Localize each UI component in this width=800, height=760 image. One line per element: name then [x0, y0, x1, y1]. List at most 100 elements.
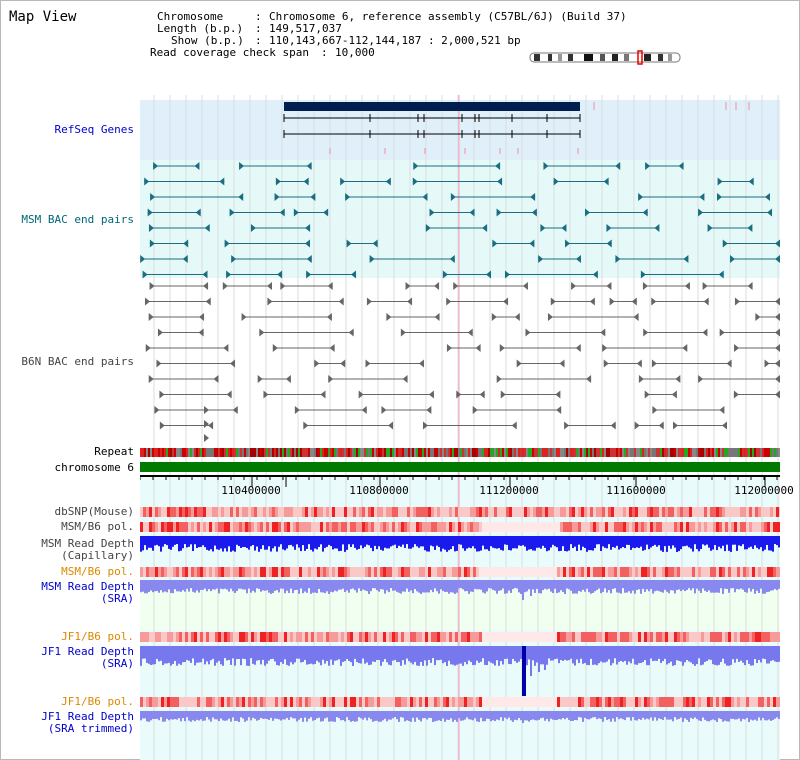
jf1-depth-sra-bar: [402, 646, 404, 661]
msm-depth-sra-bar: [446, 580, 448, 592]
msm-depth-sra-bar: [768, 580, 770, 592]
jf1-pol-trim-cell: [332, 697, 335, 707]
repeat-segment: [324, 448, 326, 457]
jf1-pol-trim-cell: [371, 697, 374, 707]
dbsnp-cell: [698, 507, 701, 517]
jf1-pol-cell: [242, 632, 245, 642]
jf1-depth-sra-bar: [686, 646, 688, 661]
msm-pol-cell: [149, 522, 152, 532]
msm-pol-cell: [395, 522, 398, 532]
jf1-depth-trim-bar: [304, 711, 306, 718]
msm-pol-sra-cell: [329, 567, 332, 577]
jf1-depth-sra-bar: [544, 646, 546, 670]
msm-pol-sra-cell: [650, 567, 653, 577]
jf1-pol-trim-cell: [185, 697, 188, 707]
msm-pol-sra-cell: [383, 567, 386, 577]
msm-depth-sra-bar: [330, 580, 332, 592]
jf1-pol-cell: [485, 632, 488, 642]
msm-depth-sra-bar: [754, 580, 756, 594]
jf1-depth-sra-bar: [326, 646, 328, 662]
jf1-depth-trim-bar: [492, 711, 494, 721]
msm-pol-sra-cell: [350, 567, 353, 577]
repeat-segment: [180, 448, 182, 457]
dbsnp-cell: [569, 507, 572, 517]
jf1-depth-sra-bar: [168, 646, 170, 663]
msm-depth-sra-bar: [162, 580, 164, 593]
repeat-segment: [598, 448, 600, 457]
dbsnp-cell: [500, 507, 503, 517]
jf1-depth-sra-bar: [202, 646, 204, 659]
msm-depth-cap-bar: [276, 536, 278, 552]
msm-pol-sra-cell: [368, 567, 371, 577]
dbsnp-cell: [212, 507, 215, 517]
jf1-depth-trim-bar: [638, 711, 640, 719]
genome-tracks[interactable]: [140, 0, 780, 760]
msm-bac-pair-end: [497, 177, 503, 186]
jf1-depth-sra-bar: [200, 646, 202, 663]
jf1-depth-trim-bar: [218, 711, 220, 722]
jf1-depth-sra-bar: [190, 646, 192, 663]
msm-pol-cell: [248, 522, 251, 532]
dbsnp-cell: [545, 507, 548, 517]
repeat-segment: [286, 448, 288, 457]
dbsnp-cell: [428, 507, 431, 517]
msm-depth-sra-bar: [224, 580, 226, 589]
msm-depth-sra-bar: [180, 580, 182, 592]
msm-pol-sra-cell: [563, 567, 566, 577]
repeat-segment: [610, 448, 612, 457]
repeat-segment: [254, 448, 256, 457]
repeat-segment: [500, 448, 502, 457]
repeat-segment: [436, 448, 438, 457]
msm-pol-sra-cell: [554, 567, 557, 577]
repeat-segment: [174, 448, 176, 457]
msm-depth-cap-bar: [680, 536, 682, 550]
msm-bac-pair-end: [529, 239, 535, 248]
dbsnp-cell: [722, 507, 725, 517]
msm-pol-sra-cell: [458, 567, 461, 577]
dbsnp-cell: [272, 507, 275, 517]
dbsnp-cell: [605, 507, 608, 517]
jf1-pol-trim-cell: [374, 697, 377, 707]
jf1-pol-trim-cell: [266, 697, 269, 707]
jf1-depth-trim-bar: [724, 711, 726, 721]
jf1-pol-cell: [221, 632, 224, 642]
msm-depth-sra-bar: [712, 580, 714, 593]
track-panel[interactable]: [140, 0, 780, 760]
repeat-segment: [606, 448, 608, 457]
repeat-segment: [148, 448, 150, 457]
msm-pol-sra-cell: [215, 567, 218, 577]
msm-pol-sra-cell: [692, 567, 695, 577]
repeat-segment: [474, 448, 476, 457]
msm-depth-cap-bar: [542, 536, 544, 546]
jf1-pol-trim-cell: [440, 697, 443, 707]
msm-pol-sra-cell: [761, 567, 764, 577]
msm-pol-sra-cell: [371, 567, 374, 577]
jf1-depth-sra-bar: [680, 646, 682, 662]
msm-pol-sra-cell: [539, 567, 542, 577]
dbsnp-cell: [452, 507, 455, 517]
jf1-depth-sra-bar: [316, 646, 318, 661]
gene-bar: [284, 102, 580, 111]
repeat-segment: [356, 448, 358, 457]
jf1-depth-sra-bar: [494, 646, 496, 666]
dbsnp-cell: [305, 507, 308, 517]
jf1-depth-sra-bar: [478, 646, 480, 663]
b6n-bac-pair-end: [285, 375, 291, 383]
msm-depth-cap-bar: [692, 536, 694, 552]
msm-depth-sra-bar: [412, 580, 414, 594]
dbsnp-cell: [245, 507, 248, 517]
msm-pol-cell: [740, 522, 743, 532]
msm-depth-cap-bar: [460, 536, 462, 545]
msm-depth-sra-bar: [192, 580, 194, 592]
msm-pol-cell: [224, 522, 227, 532]
msm-depth-cap-bar: [288, 536, 290, 546]
b6n-bac-pair-end: [775, 390, 780, 399]
msm-pol-cell: [305, 522, 308, 532]
msm-depth-cap-bar: [536, 536, 538, 548]
jf1-pol-cell: [146, 632, 149, 642]
msm-depth-sra-bar: [654, 580, 656, 592]
msm-pol-sra-cell: [392, 567, 395, 577]
jf1-depth-sra-bar: [554, 646, 556, 660]
b6n-bac-pair-end: [491, 313, 497, 321]
jf1-depth-sra-bar: [238, 646, 240, 659]
